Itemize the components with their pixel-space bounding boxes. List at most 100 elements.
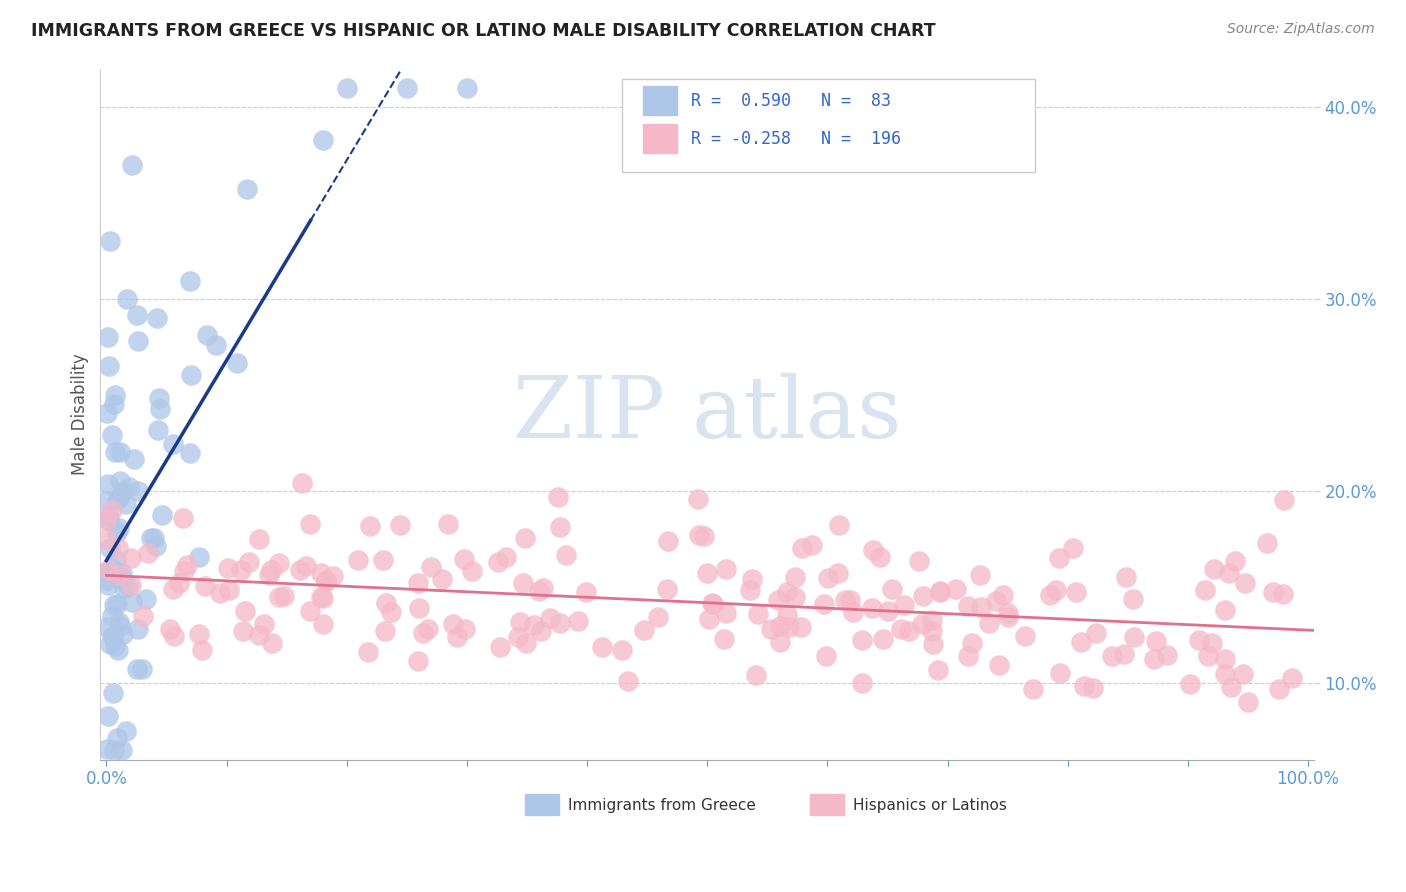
- Point: [1049, 666, 1071, 681]
- Point: [188, 549, 211, 564]
- Point: [997, 607, 1019, 621]
- Point: [862, 600, 884, 615]
- Point: [489, 640, 512, 654]
- Text: R =  0.590   N =  83: R = 0.590 N = 83: [692, 92, 891, 110]
- Point: [688, 492, 710, 507]
- Point: [714, 606, 737, 620]
- Point: [101, 629, 124, 643]
- Point: [506, 630, 529, 644]
- Point: [842, 605, 865, 619]
- Point: [647, 609, 669, 624]
- Point: [538, 610, 561, 624]
- Point: [96, 532, 118, 546]
- Point: [98, 541, 121, 556]
- Point: [1223, 554, 1246, 568]
- Point: [101, 560, 124, 574]
- Point: [125, 308, 148, 322]
- Point: [702, 597, 724, 611]
- Point: [145, 540, 167, 554]
- Point: [1232, 667, 1254, 681]
- Point: [790, 620, 813, 634]
- Point: [1101, 648, 1123, 663]
- Point: [98, 235, 121, 249]
- Point: [515, 636, 537, 650]
- Point: [1070, 634, 1092, 648]
- Point: [131, 662, 153, 676]
- Point: [97, 578, 120, 592]
- Point: [96, 513, 118, 527]
- Point: [315, 574, 337, 589]
- Point: [180, 368, 202, 382]
- Point: [217, 561, 239, 575]
- Point: [108, 474, 131, 488]
- Point: [911, 616, 934, 631]
- Point: [1215, 652, 1237, 666]
- Point: [969, 567, 991, 582]
- Point: [1197, 649, 1219, 664]
- Point: [688, 528, 710, 542]
- Point: [101, 608, 124, 623]
- Point: [375, 596, 398, 610]
- Point: [167, 575, 190, 590]
- Point: [408, 600, 430, 615]
- Point: [229, 563, 252, 577]
- Point: [127, 483, 149, 498]
- Point: [1233, 575, 1256, 590]
- Point: [1180, 677, 1202, 691]
- Point: [554, 548, 576, 562]
- Point: [105, 731, 128, 745]
- Point: [97, 508, 120, 523]
- Point: [713, 632, 735, 647]
- Point: [121, 157, 143, 171]
- Point: [105, 597, 128, 611]
- Point: [529, 584, 551, 599]
- Point: [179, 446, 201, 460]
- Point: [876, 604, 898, 618]
- Point: [232, 624, 254, 638]
- Point: [437, 516, 460, 531]
- Point: [1271, 587, 1294, 601]
- Point: [1272, 493, 1295, 508]
- Point: [1064, 585, 1087, 599]
- Point: [800, 538, 823, 552]
- Point: [813, 597, 835, 611]
- Point: [125, 661, 148, 675]
- Point: [655, 582, 678, 597]
- Point: [453, 622, 475, 636]
- Point: [104, 445, 127, 459]
- Point: [111, 566, 134, 580]
- Point: [101, 503, 124, 517]
- Point: [107, 568, 129, 582]
- Point: [97, 359, 120, 373]
- Point: [1202, 562, 1225, 576]
- Point: [1201, 636, 1223, 650]
- Point: [827, 566, 849, 580]
- Point: [112, 581, 135, 595]
- Point: [299, 516, 322, 531]
- Point: [523, 617, 546, 632]
- Point: [110, 619, 132, 633]
- Bar: [643, 124, 676, 153]
- Point: [970, 600, 993, 615]
- Point: [111, 743, 134, 757]
- Point: [295, 559, 318, 574]
- Point: [769, 619, 792, 633]
- Point: [412, 626, 434, 640]
- Point: [173, 564, 195, 578]
- Point: [209, 586, 232, 600]
- Point: [456, 80, 478, 95]
- Point: [111, 627, 134, 641]
- Point: [107, 490, 129, 504]
- Point: [108, 520, 131, 534]
- Point: [1144, 633, 1167, 648]
- Point: [395, 80, 418, 95]
- Point: [247, 627, 270, 641]
- Point: [408, 576, 430, 591]
- Point: [430, 573, 453, 587]
- Point: [550, 615, 572, 630]
- Point: [187, 627, 209, 641]
- Point: [747, 607, 769, 621]
- Point: [988, 658, 1011, 673]
- Y-axis label: Male Disability: Male Disability: [72, 353, 89, 475]
- Point: [162, 582, 184, 596]
